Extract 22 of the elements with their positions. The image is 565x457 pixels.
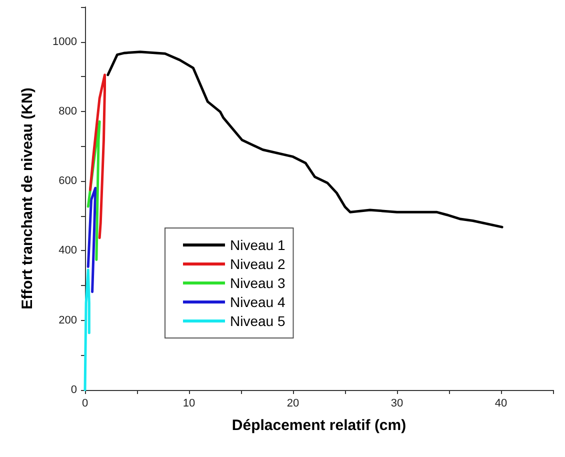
x-tick-label: 10	[182, 398, 196, 410]
x-tick-label: 30	[390, 398, 404, 410]
x-tick-label: 0	[82, 398, 88, 410]
y-tick-label: 0	[70, 384, 77, 396]
line-series	[88, 74, 106, 240]
x-axis-title: Déplacement relatif (cm)	[232, 417, 406, 434]
legend-label: Niveau 3	[230, 275, 286, 291]
legend-label: Niveau 5	[230, 313, 286, 329]
x-tick-label: 40	[494, 398, 508, 410]
y-axis-title: Effort tranchant de niveau (KN)	[19, 88, 36, 310]
y-tick-label: 600	[58, 175, 77, 188]
y-tick-label: 800	[58, 105, 77, 118]
legend-label: Niveau 2	[230, 256, 286, 272]
legend-label: Niveau 1	[230, 237, 286, 253]
line-series	[106, 50, 504, 228]
legend-label: Niveau 4	[230, 294, 286, 310]
line-series	[84, 268, 90, 392]
y-tick-label: 1000	[52, 36, 77, 48]
y-tick-label: 400	[58, 244, 77, 257]
line-series	[86, 186, 97, 294]
y-tick-label: 200	[58, 314, 77, 326]
x-tick-label: 20	[286, 398, 300, 410]
